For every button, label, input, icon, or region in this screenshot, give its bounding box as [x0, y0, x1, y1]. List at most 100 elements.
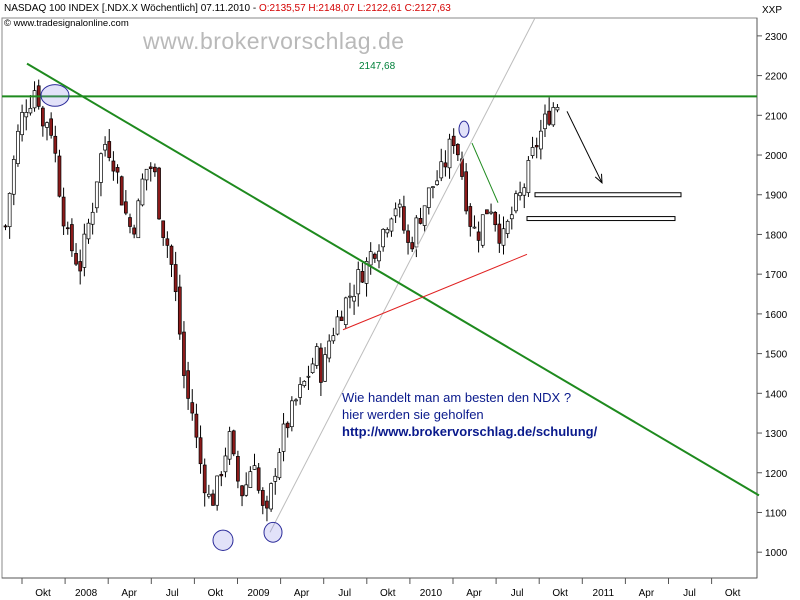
- candle-body: [523, 188, 526, 196]
- candle-body: [220, 474, 223, 475]
- candle-body: [278, 453, 281, 478]
- y-tick-label: 1800: [765, 230, 788, 241]
- candle-body: [95, 182, 98, 208]
- candle-body: [91, 212, 94, 224]
- candle-body: [199, 438, 202, 464]
- candle-body: [41, 108, 44, 126]
- candle-body: [191, 403, 194, 413]
- x-tick-label: Okt: [35, 588, 51, 599]
- candle-body: [33, 91, 36, 108]
- annotation-line-2: hier werden sie geholfen: [342, 406, 597, 423]
- candle-body: [440, 162, 443, 178]
- candle-body: [473, 227, 476, 228]
- candle-body: [162, 221, 165, 238]
- candle-body: [25, 112, 28, 116]
- annotation-text: Wie handelt man am besten den NDX ? hier…: [342, 389, 597, 440]
- candles: [4, 80, 559, 522]
- candle-body: [245, 485, 248, 495]
- x-tick-label: Jul: [511, 588, 524, 599]
- candle-body: [203, 465, 206, 493]
- y-tick-label: 1500: [765, 350, 788, 361]
- candle-body: [224, 456, 227, 472]
- candle-body: [207, 494, 210, 496]
- candle-body: [481, 215, 484, 246]
- annotation-link[interactable]: http://www.brokervorschlag.de/schulung/: [342, 423, 597, 440]
- candle-body: [477, 232, 480, 240]
- candle-body: [452, 136, 455, 145]
- candle-body: [116, 167, 119, 172]
- y-tick-label: 1300: [765, 429, 788, 440]
- candle-body: [502, 229, 505, 245]
- x-tick-label: Okt: [208, 588, 224, 599]
- candle-body: [216, 476, 219, 505]
- candle-body: [332, 336, 335, 341]
- candle-body: [444, 163, 447, 167]
- candle-body: [544, 114, 547, 129]
- candle-body: [448, 139, 451, 168]
- candle-body: [398, 204, 401, 207]
- candle-body: [369, 252, 372, 265]
- candle-body: [319, 348, 322, 382]
- candle-body: [46, 123, 49, 128]
- y-tick-label: 2300: [765, 32, 788, 43]
- candle-body: [70, 225, 73, 251]
- y-tick-label: 1400: [765, 389, 788, 400]
- candle-body: [299, 385, 302, 398]
- candle-body: [236, 456, 239, 481]
- candle-body: [124, 202, 127, 213]
- candle-body: [361, 271, 364, 282]
- candle-body: [382, 229, 385, 246]
- candle-body: [232, 431, 235, 454]
- candle-body: [427, 188, 430, 208]
- candle-body: [407, 231, 410, 243]
- candle-body: [556, 107, 559, 110]
- candle-body: [485, 210, 488, 214]
- candle-body: [348, 296, 351, 297]
- highlight-ellipse: [213, 530, 233, 550]
- candle-body: [137, 201, 140, 238]
- candle-body: [29, 108, 32, 113]
- candle-body: [174, 264, 177, 291]
- candle-body: [324, 355, 327, 382]
- candle-body: [336, 317, 339, 334]
- candle-body: [261, 490, 264, 505]
- candle-body: [195, 414, 198, 437]
- x-tick-label: 2009: [247, 588, 270, 599]
- candle-body: [311, 364, 314, 373]
- y-tick-label: 1100: [765, 508, 787, 519]
- candle-body: [315, 347, 318, 366]
- candle-body: [519, 193, 522, 196]
- y-tick-label: 2000: [765, 151, 788, 162]
- candle-body: [50, 119, 53, 135]
- candle-body: [12, 159, 15, 194]
- highlight-ellipse: [264, 522, 282, 542]
- candle-body: [108, 141, 111, 157]
- y-tick-label: 1000: [765, 548, 788, 559]
- target-bar-lower: [527, 217, 675, 221]
- candle-body: [120, 177, 123, 205]
- y-ticks: 1000 1100 1200 1300 1400 1500 1600 1700 1800 1900…: [757, 32, 788, 559]
- candle-body: [456, 144, 459, 154]
- candle-body: [552, 107, 555, 124]
- candle-body: [411, 243, 414, 249]
- x-tick-label: Apr: [466, 588, 482, 599]
- candle-body: [353, 296, 356, 301]
- candle-body: [58, 156, 61, 196]
- candle-body: [112, 161, 115, 171]
- candle-body: [490, 212, 493, 213]
- candle-body: [295, 400, 298, 401]
- candle-body: [274, 476, 277, 481]
- candle-body: [386, 229, 389, 233]
- candle-body: [431, 187, 434, 188]
- y-tick-label: 1700: [765, 270, 788, 281]
- candle-body: [419, 218, 422, 223]
- candle-body: [83, 234, 86, 267]
- candle-body: [166, 239, 169, 246]
- candle-body: [253, 466, 256, 470]
- candle-body: [104, 144, 107, 150]
- x-tick-label: Okt: [725, 588, 741, 599]
- y-tick-label: 2100: [765, 111, 788, 122]
- candle-body: [415, 218, 418, 247]
- candle-body: [145, 169, 148, 180]
